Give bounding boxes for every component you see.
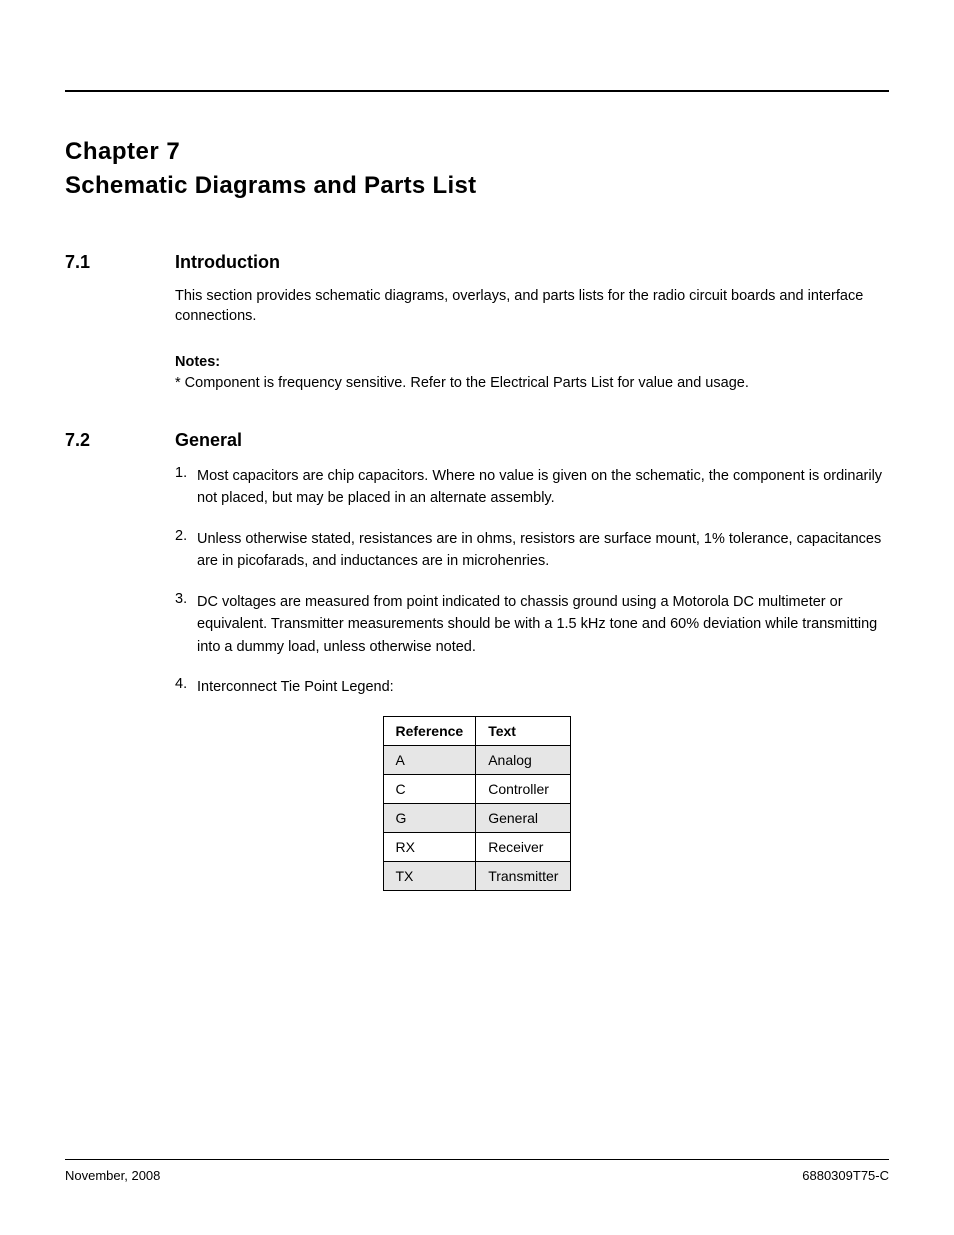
table-cell: G — [383, 804, 476, 833]
section-1-header: 7.1 Introduction — [65, 252, 889, 273]
tie-point-table: Reference Text A Analog C Controller G G… — [383, 716, 572, 891]
chapter-title: Schematic Diagrams and Parts List — [65, 172, 889, 200]
list-item: 1. Most capacitors are chip capacitors. … — [175, 465, 889, 510]
list-item: 2. Unless otherwise stated, resistances … — [175, 528, 889, 573]
table-row: C Controller — [383, 775, 571, 804]
section-1-body: This section provides schematic diagrams… — [175, 287, 889, 326]
item-num: 3. — [175, 591, 197, 658]
table-cell: Analog — [476, 746, 571, 775]
notes-block: Notes: * Component is frequency sensitiv… — [175, 354, 889, 394]
tie-point-table-wrap: Reference Text A Analog C Controller G G… — [65, 716, 889, 891]
table-row: TX Transmitter — [383, 862, 571, 891]
table-row: G General — [383, 804, 571, 833]
section-1-num: 7.1 — [65, 252, 175, 273]
item-num: 4. — [175, 676, 197, 698]
table-header: Reference — [383, 717, 476, 746]
top-rule — [65, 90, 889, 92]
table-cell: Controller — [476, 775, 571, 804]
notes-text: * Component is frequency sensitive. Refe… — [175, 374, 889, 394]
table-cell: A — [383, 746, 476, 775]
item-text: DC voltages are measured from point indi… — [197, 591, 889, 658]
item-num: 1. — [175, 465, 197, 510]
footer-date: November, 2008 — [65, 1168, 160, 1183]
footer-docnum: 6880309T75-C — [802, 1168, 889, 1183]
section-2-title: General — [175, 430, 242, 451]
table-row: A Analog — [383, 746, 571, 775]
item-text: Unless otherwise stated, resistances are… — [197, 528, 889, 573]
section-2-num: 7.2 — [65, 430, 175, 451]
table-cell: Receiver — [476, 833, 571, 862]
table-header: Text — [476, 717, 571, 746]
table-cell: C — [383, 775, 476, 804]
table-cell: TX — [383, 862, 476, 891]
item-text: Most capacitors are chip capacitors. Whe… — [197, 465, 889, 510]
table-cell: Transmitter — [476, 862, 571, 891]
item-text: Interconnect Tie Point Legend: — [197, 676, 394, 698]
section-2-header: 7.2 General — [65, 430, 889, 451]
table-cell: General — [476, 804, 571, 833]
chapter-label: Chapter 7 — [65, 138, 889, 166]
item-num: 2. — [175, 528, 197, 573]
list-item: 4. Interconnect Tie Point Legend: — [175, 676, 889, 698]
list-item: 3. DC voltages are measured from point i… — [175, 591, 889, 658]
section-1-title: Introduction — [175, 252, 280, 273]
bottom-rule — [65, 1159, 889, 1160]
notes-label: Notes: — [175, 354, 889, 370]
table-row: RX Receiver — [383, 833, 571, 862]
footer: November, 2008 6880309T75-C — [65, 1159, 889, 1183]
table-cell: RX — [383, 833, 476, 862]
